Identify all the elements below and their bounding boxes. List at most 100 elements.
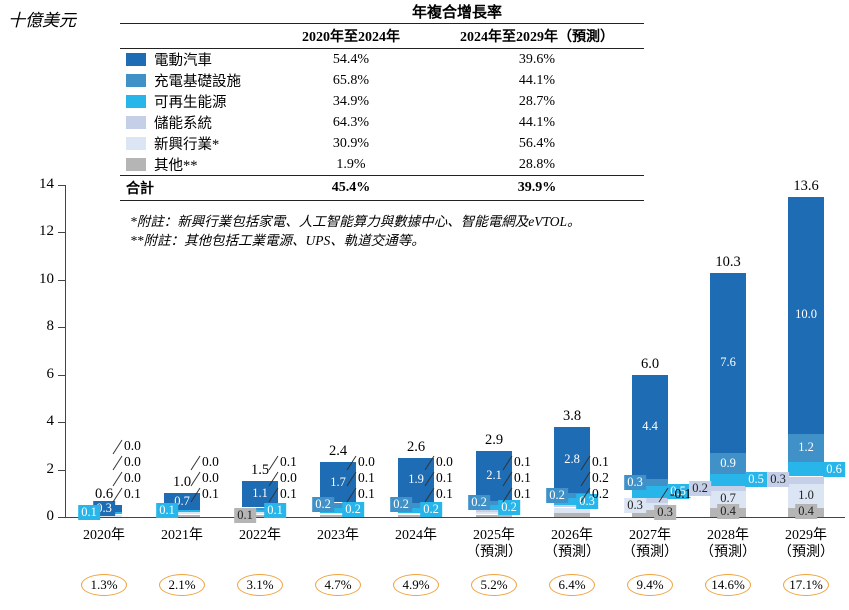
- cagr-table: 年複合增長率 2020年至2024年 2024年至2029年（預測） 電動汽車 5…: [120, 2, 644, 201]
- bar-segment-4: [632, 502, 668, 510]
- cagr-row-0: 電動汽車 54.4% 39.6%: [120, 49, 644, 70]
- callout-label: 0.0: [358, 454, 375, 469]
- y-tick-label: 8: [46, 318, 55, 335]
- legend-label: 可再生能源: [154, 95, 227, 111]
- segment-label-chip: 0.2: [420, 501, 442, 517]
- bar-segment-2: [710, 474, 746, 487]
- bar-segment-5: [632, 509, 668, 517]
- legend-swatch: [126, 74, 146, 87]
- cagr-header-row: 2020年至2024年 2024年至2029年（預測）: [120, 24, 644, 49]
- x-axis-label-line: 2025年: [473, 528, 515, 543]
- total-label: 2.6: [406, 438, 426, 455]
- cagr-value-2: 28.8%: [518, 156, 556, 172]
- total-label: 0.6: [94, 486, 114, 503]
- cagr-value-2: 39.6%: [518, 51, 556, 67]
- bar-segment-5: [164, 514, 200, 517]
- cagr-value-1: 65.8%: [332, 72, 370, 88]
- segment-label-chip: 1.1: [249, 486, 271, 502]
- x-axis-label-line: 2028年: [707, 528, 749, 543]
- segment-label-chip: 0.1: [234, 507, 256, 523]
- x-axis-label: 2029年 （預測）: [764, 527, 848, 561]
- cagr-rows: 電動汽車 54.4% 39.6% 充電基礎設施 65.8% 44.1% 可再生能源 34.9%…: [120, 49, 644, 175]
- segment-label-chip: 1.2: [795, 440, 817, 456]
- y-tick-label: 4: [46, 413, 55, 430]
- cagr-value-1: 34.9%: [332, 93, 370, 109]
- cagr-value-1: 54.4%: [332, 51, 370, 67]
- segment-label-chip: 0.2: [468, 494, 490, 510]
- x-axis-line: [65, 517, 845, 518]
- callout-label: 0.1: [436, 486, 453, 501]
- cagr-total-row: 合計 45.4% 39.9%: [120, 175, 644, 201]
- legend-swatch: [126, 116, 146, 129]
- cagr-value-1: 64.3%: [332, 114, 370, 130]
- legend-swatch: [126, 137, 146, 150]
- bar-segment-2: [398, 507, 434, 513]
- cagr-row-4: 新興行業* 30.9% 56.4%: [120, 133, 644, 154]
- segment-label-chip: 0.5: [667, 484, 689, 500]
- callout-label: 0.1: [358, 470, 375, 485]
- legend-label: 新興行業*: [154, 137, 220, 153]
- cagr-row-5: 其他** 1.9% 28.8%: [120, 154, 644, 175]
- cagr-total-value-1: 45.4%: [331, 180, 371, 195]
- footnote-others: **附註：其他包括工業電源、UPS、軌道交通等。: [130, 233, 425, 248]
- x-axis-label-line: （預測）: [466, 545, 522, 560]
- callout-label: 0.2: [592, 486, 609, 501]
- segment-label-chip: 0.2: [498, 499, 520, 515]
- x-axis-label-line: （預測）: [778, 545, 834, 560]
- segment-label-chip: 2.8: [561, 452, 583, 468]
- segment-label-chip: 0.5: [745, 472, 767, 488]
- bar-segment-4: [242, 512, 278, 515]
- legend-label: 充電基礎設施: [154, 74, 241, 90]
- x-axis-label: 2026年 （預測）: [530, 527, 614, 561]
- bar-segment-3: [788, 476, 824, 484]
- y-tick-label: 12: [39, 223, 54, 240]
- segment-label-chip: 0.3: [654, 505, 676, 521]
- y-tick-label: 10: [39, 270, 54, 287]
- segment-label-chip: 0.7: [717, 491, 739, 507]
- share-oval: 1.3%: [81, 574, 127, 596]
- y-axis-unit-label: 十億美元: [8, 11, 76, 30]
- bar-segment-3: [632, 498, 668, 504]
- y-tick-mark: [58, 422, 65, 424]
- callout-label: 0.1: [124, 486, 141, 501]
- bar-segment-3: [476, 509, 512, 512]
- bar-segment-5: [554, 512, 590, 518]
- callout-label: 0.0: [124, 470, 141, 485]
- segment-label-chip: 4.4: [639, 418, 661, 434]
- segment-label-chip: 2.1: [483, 467, 505, 483]
- x-axis-label-line: （預測）: [544, 545, 600, 560]
- x-axis-label: 2021年: [140, 527, 224, 544]
- cagr-total-value-2: 39.9%: [517, 180, 557, 195]
- x-axis-label-line: 2021年: [161, 528, 203, 543]
- bar-segment-5: [398, 514, 434, 517]
- y-tick-mark: [58, 185, 65, 186]
- segment-label-chip: 0.4: [795, 504, 817, 520]
- x-axis-label: 2023年: [296, 527, 380, 544]
- share-oval: 17.1%: [783, 574, 829, 596]
- total-label: 2.4: [328, 443, 348, 460]
- bar-segment-3: [554, 505, 590, 508]
- callout-label: 0.1: [514, 486, 531, 501]
- x-axis-label: 2025年 （預測）: [452, 527, 536, 561]
- share-oval: 4.9%: [393, 574, 439, 596]
- share-oval: 2.1%: [159, 574, 205, 596]
- y-tick-label: 14: [39, 176, 54, 192]
- total-label: 1.0: [172, 474, 192, 491]
- total-label: 6.0: [640, 355, 660, 372]
- callout-label: 0.1: [202, 486, 219, 501]
- segment-label-chip: 1.0: [795, 487, 817, 503]
- segment-label-chip: 7.6: [717, 354, 739, 370]
- y-tick-label: 2: [46, 460, 55, 477]
- callout-label: 0.0: [280, 470, 297, 485]
- callout-label: 0.1: [514, 470, 531, 485]
- bar-segment-1: [320, 502, 356, 508]
- segment-label-chip: 0.4: [717, 504, 739, 520]
- y-tick-label: 6: [46, 365, 55, 382]
- cagr-value-2: 44.1%: [518, 72, 556, 88]
- legend-cell: 電動汽車: [120, 49, 272, 70]
- callout-label: 0.1: [358, 486, 375, 501]
- bar-segment-4: [476, 512, 512, 515]
- callout-label: 0.0: [436, 454, 453, 469]
- callout-label: 0.0: [124, 438, 141, 453]
- cagr-row-2: 可再生能源 34.9% 28.7%: [120, 91, 644, 112]
